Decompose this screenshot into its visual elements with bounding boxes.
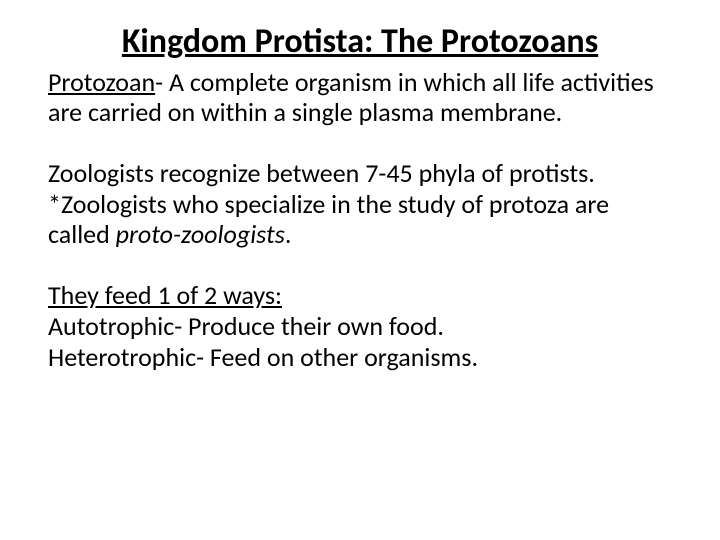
blank-line xyxy=(48,250,672,280)
paragraph-proto-zoologists: *Zoologists who specialize in the study … xyxy=(48,189,672,250)
paragraph-phyla-count: Zoologists recognize between 7-45 phyla … xyxy=(48,158,672,189)
proto-zoologists-suffix: . xyxy=(285,218,292,250)
feeding-heterotrophic: Heterotrophic- Feed on other organisms. xyxy=(48,342,672,373)
proto-zoologists-term: proto-zoologists xyxy=(116,218,285,250)
slide-title: Kingdom Protista: The Protozoans xyxy=(48,22,672,63)
feeding-heading-text: They feed 1 of 2 ways: xyxy=(48,279,282,311)
paragraph-definition: Protozoan- A complete organism in which … xyxy=(48,67,672,128)
slide-body: Protozoan- A complete organism in which … xyxy=(48,67,672,372)
term-protozoan: Protozoan xyxy=(48,66,155,98)
feeding-heading: They feed 1 of 2 ways: xyxy=(48,280,672,311)
slide: Kingdom Protista: The Protozoans Protozo… xyxy=(0,0,720,540)
blank-line xyxy=(48,128,672,158)
feeding-autotrophic: Autotrophic- Produce their own food. xyxy=(48,311,672,342)
